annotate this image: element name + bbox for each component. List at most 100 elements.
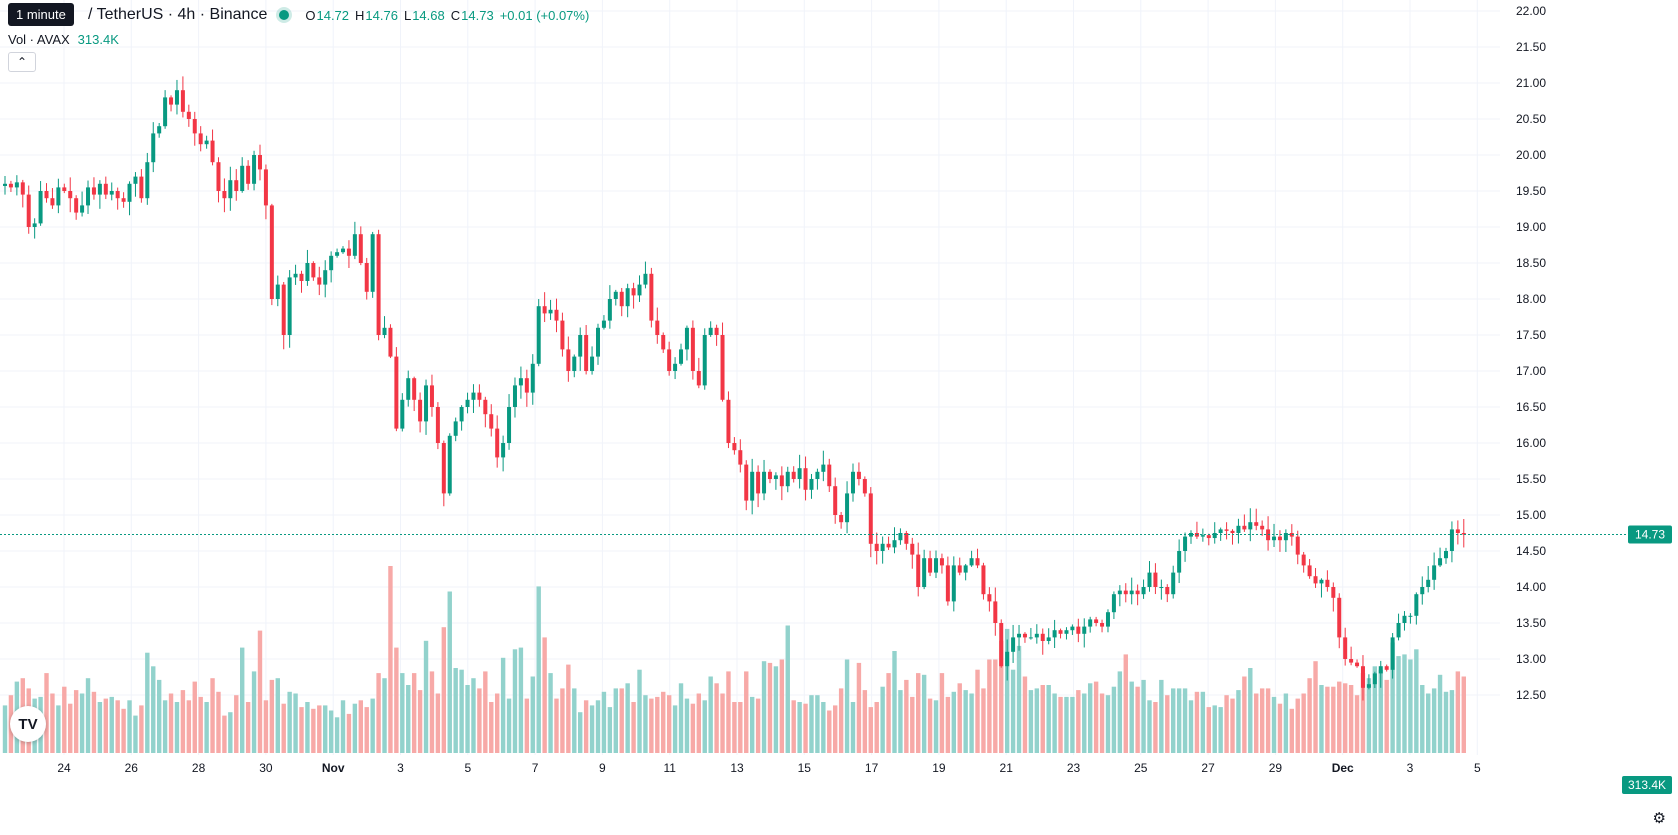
volume-bar — [506, 698, 512, 753]
candlesticks — [3, 76, 1466, 701]
volume-bar — [1437, 674, 1443, 753]
volume-bar — [1028, 690, 1034, 753]
volume-bar — [299, 707, 304, 753]
volume-bar — [1224, 695, 1229, 753]
volume-bar — [311, 708, 316, 753]
candle-body — [1337, 597, 1342, 638]
volume-bar — [411, 673, 417, 753]
candle-body — [157, 126, 162, 134]
volume-bar — [987, 659, 992, 753]
volume-bar — [619, 688, 624, 753]
candle-body — [80, 205, 85, 213]
volume-bar — [1206, 707, 1211, 753]
candle-body — [785, 471, 790, 487]
high-value: 14.76 — [365, 7, 398, 23]
price-tick-label: 21.00 — [1516, 76, 1546, 90]
candle-body — [702, 335, 707, 386]
volume-bar — [844, 659, 850, 753]
volume-bar — [880, 686, 885, 753]
candle-body — [1034, 633, 1039, 638]
volume-bar — [151, 666, 156, 753]
candle-body — [483, 399, 488, 415]
volume-bar — [340, 700, 346, 753]
candle-body — [1141, 587, 1146, 595]
volume-bar — [1461, 676, 1466, 753]
candle-body — [1331, 587, 1336, 598]
volume-bar — [1449, 690, 1455, 753]
tradingview-logo[interactable]: TV — [10, 706, 46, 742]
volume-bar — [91, 691, 97, 753]
volume-bar — [1200, 691, 1206, 753]
gear-icon[interactable]: ⚙ — [1652, 810, 1666, 827]
price-tick-label: 15.50 — [1516, 472, 1546, 486]
low-label: L — [403, 7, 412, 23]
market-status-icon[interactable] — [279, 10, 290, 20]
volume-bar — [417, 690, 423, 753]
volume-bar — [1082, 693, 1087, 753]
volume-bar — [1171, 688, 1176, 753]
volume-bar — [720, 693, 725, 753]
volume-bar — [1129, 681, 1134, 753]
candle-body — [1177, 551, 1182, 573]
time-tick-label: Dec — [1332, 761, 1354, 775]
candle-body — [269, 205, 274, 299]
candle-body — [275, 284, 280, 299]
volume-bar — [1248, 668, 1253, 753]
candle-body — [364, 263, 369, 292]
candle-body — [939, 558, 944, 566]
candle-body — [548, 309, 553, 314]
time-tick-label: 29 — [1269, 761, 1283, 775]
volume-bar — [198, 696, 203, 753]
volume-bar — [1443, 691, 1449, 753]
candle-body — [750, 471, 755, 501]
volume-bar — [939, 673, 945, 753]
candle-body — [1396, 623, 1401, 638]
candle-body — [145, 162, 150, 199]
volume-bar — [1058, 696, 1063, 753]
volume-bar — [1076, 690, 1081, 753]
symbol-title[interactable]: / TetherUS · 4h · Binance — [88, 6, 268, 23]
candle-body — [151, 133, 156, 163]
collapse-legend-button[interactable]: ⌃ — [8, 52, 36, 72]
candle-body — [637, 284, 642, 296]
volume-bar — [957, 683, 962, 753]
volume-bar — [904, 679, 909, 753]
candle-body — [696, 371, 701, 386]
candle-body — [512, 385, 517, 407]
candle-body — [412, 378, 417, 400]
candle-body — [317, 277, 322, 285]
time-axis: 24 26 28 30 Nov 3 5 7 9 11 13 15 17 19 21 23 25 27 29 Dec 3 5 — [57, 761, 1481, 775]
candle-body — [418, 399, 423, 422]
volume-bar — [1366, 678, 1372, 753]
volume-bar — [50, 693, 55, 753]
volume-bar — [1277, 703, 1283, 753]
volume-bar — [1236, 690, 1241, 753]
svg-text:14.73: 14.73 — [1635, 527, 1665, 541]
candle-body — [14, 182, 19, 188]
candle-body — [619, 291, 624, 307]
volume-bar — [376, 673, 381, 753]
candle-body — [1017, 633, 1022, 638]
candle-body — [406, 378, 411, 400]
candle-body — [346, 248, 351, 256]
candle-body — [447, 435, 452, 494]
symbol-legend[interactable]: / TetherUS · 4h · Binance O 14.72 H 14.76 … — [8, 6, 589, 24]
candle-body — [679, 349, 684, 364]
svg-text:313.4K: 313.4K — [1628, 778, 1666, 792]
volume-bar — [933, 700, 939, 753]
candle-body — [429, 385, 434, 407]
volume-bar — [441, 627, 447, 753]
candle-body — [726, 399, 731, 443]
volume-bar — [1390, 642, 1395, 753]
volume-bar — [744, 671, 749, 753]
volume-bar — [1123, 654, 1128, 753]
volume-bar — [524, 698, 530, 753]
price-tick-label: 12.50 — [1516, 688, 1546, 702]
volume-legend[interactable]: Vol · AVAX 313.4K — [8, 32, 119, 47]
volume-bar — [999, 640, 1004, 753]
candle-body — [613, 291, 618, 299]
volume-bar — [1022, 676, 1028, 753]
volume-bar — [1165, 695, 1170, 753]
candle-body — [566, 349, 571, 371]
